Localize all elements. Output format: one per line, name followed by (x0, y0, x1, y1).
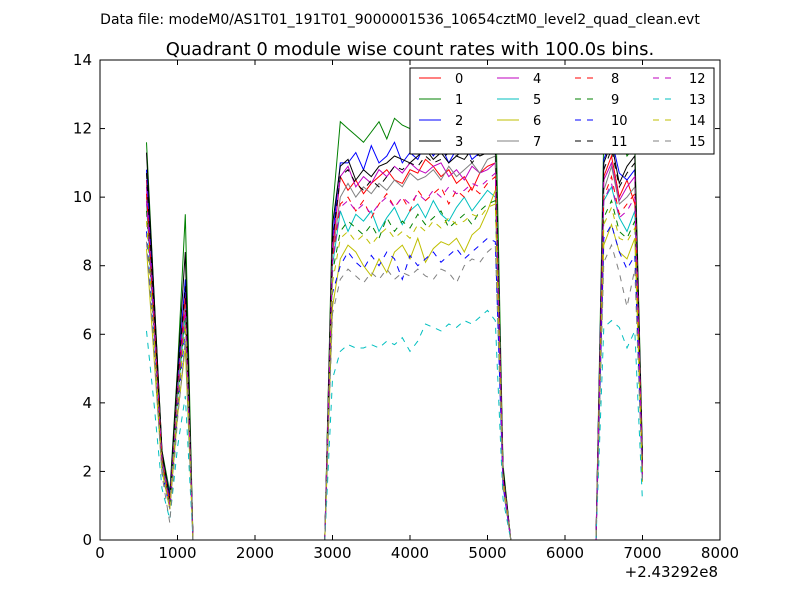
series-line-10 (146, 223, 643, 541)
legend-label-11: 11 (611, 135, 628, 150)
data-file-label: Data file: modeM0/AS1T01_191T01_90000015… (100, 12, 700, 28)
legend-label-14: 14 (689, 114, 706, 129)
series-line-2 (146, 137, 643, 541)
x-axis: 0 1000 2000 3000 4000 5000 6000 7000 8000 (95, 60, 739, 562)
series-line-14 (146, 203, 643, 541)
y-tick-label: 14 (73, 51, 92, 69)
legend-label-10: 10 (611, 114, 628, 129)
legend-label-13: 13 (689, 93, 706, 108)
legend-label-4: 4 (533, 72, 541, 87)
y-tick-label: 10 (73, 188, 92, 206)
x-offset-label: +2.43292e8 (625, 563, 718, 581)
series-line-7 (146, 155, 643, 541)
y-tick-label: 4 (82, 394, 92, 412)
x-tick-label: 8000 (701, 544, 739, 562)
y-tick-label: 6 (82, 325, 92, 343)
x-tick-label: 0 (95, 544, 105, 562)
x-tick-label: 2000 (236, 544, 274, 562)
x-tick-label: 6000 (546, 544, 584, 562)
legend-label-12: 12 (689, 72, 706, 87)
y-tick-label: 12 (73, 120, 92, 138)
series-layer (146, 90, 643, 541)
legend-label-9: 9 (611, 93, 619, 108)
legend-label-5: 5 (533, 93, 541, 108)
y-tick-label: 2 (82, 462, 92, 480)
series-line-3 (146, 140, 643, 541)
x-tick-label: 1000 (158, 544, 196, 562)
y-tick-label: 8 (82, 257, 92, 275)
series-line-13 (146, 309, 643, 541)
x-tick-label: 5000 (468, 544, 506, 562)
series-line-6 (146, 190, 643, 541)
series-line-15 (146, 241, 643, 541)
x-tick-label: 3000 (313, 544, 351, 562)
series-line-4 (146, 161, 643, 541)
series-line-12 (146, 172, 643, 541)
chart-title: Quadrant 0 module wise count rates with … (166, 39, 655, 60)
legend-label-1: 1 (455, 93, 463, 108)
series-line-1 (146, 90, 643, 541)
x-tick-label: 4000 (391, 544, 429, 562)
series-line-0 (146, 154, 643, 541)
legend-label-8: 8 (611, 72, 619, 87)
legend-label-15: 15 (689, 135, 706, 150)
x-tick-label: 7000 (623, 544, 661, 562)
series-line-11 (146, 134, 643, 541)
y-tick-label: 0 (82, 531, 92, 549)
legend-label-2: 2 (455, 114, 463, 129)
legend-label-0: 0 (455, 72, 463, 87)
legend-box (409, 67, 715, 155)
legend-label-3: 3 (455, 135, 463, 150)
legend-label-6: 6 (533, 114, 541, 129)
series-line-5 (146, 185, 643, 541)
legend-label-7: 7 (533, 135, 541, 150)
